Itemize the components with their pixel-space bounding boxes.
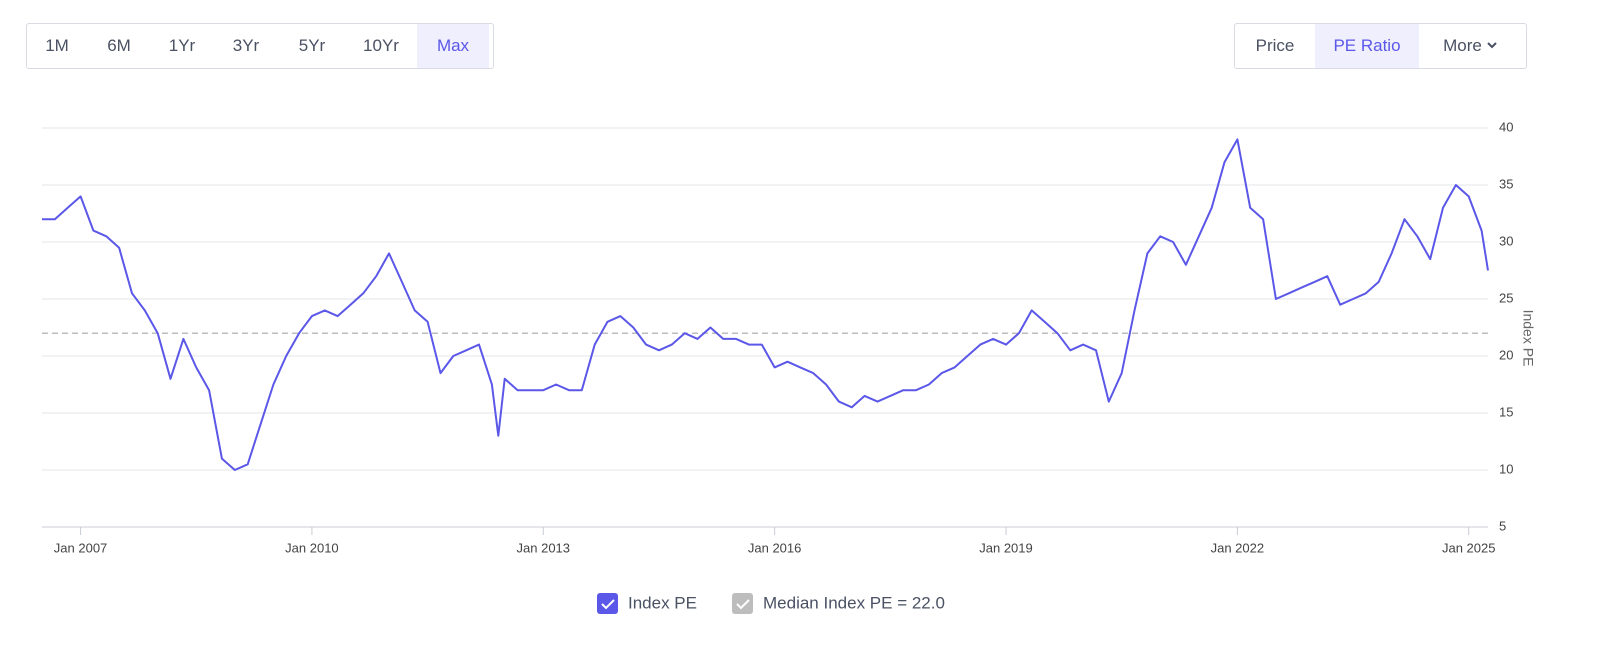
- x-tick-label: Jan 2025: [1442, 540, 1496, 555]
- button[interactable]: 5Yr: [279, 24, 345, 68]
- legend-label: Median Index PE = 22.0: [763, 593, 945, 612]
- x-tick-label: Jan 2019: [979, 540, 1033, 555]
- legend-checkbox: [732, 593, 753, 614]
- button-label: More: [1443, 36, 1482, 55]
- x-tick-label: Jan 2010: [285, 540, 339, 555]
- check-mark: [736, 599, 750, 610]
- button[interactable]: Price: [1235, 24, 1315, 68]
- y-tick-label: 5: [1499, 518, 1506, 533]
- y-tick-label: 15: [1499, 404, 1513, 419]
- button-label: 1Yr: [168, 36, 196, 55]
- range-group: 1M 6M 1Yr 3Yr 5Yr 10Yr Max: [26, 23, 494, 69]
- x-tick-label: Jan 2013: [517, 540, 571, 555]
- y-tick-label: 10: [1499, 461, 1513, 476]
- button[interactable]: More: [1419, 24, 1526, 68]
- legend-label: Index PE: [628, 593, 697, 612]
- button[interactable]: PE Ratio: [1315, 24, 1419, 68]
- button-label: 10Yr: [363, 36, 399, 55]
- button[interactable]: 3Yr: [213, 24, 279, 68]
- legend-item[interactable]: Index PE: [597, 593, 697, 614]
- x-tick-label: Jan 2007: [54, 540, 108, 555]
- button[interactable]: 10Yr: [345, 24, 417, 68]
- button-label: Max: [436, 36, 470, 55]
- button[interactable]: 6M: [87, 24, 151, 68]
- y-tick-label: 40: [1499, 119, 1513, 134]
- y-tick-label: 25: [1499, 290, 1513, 305]
- button[interactable]: 1Yr: [151, 24, 213, 68]
- y-tick-label: 20: [1499, 347, 1513, 362]
- button-label: 1M: [45, 36, 69, 55]
- line-series: [42, 138, 1489, 471]
- button-label: 6M: [107, 36, 131, 55]
- button-label: Price: [1255, 36, 1295, 55]
- legend-item[interactable]: Median Index PE = 22.0: [732, 593, 945, 614]
- button-label: 5Yr: [298, 36, 326, 55]
- x-tick-label: Jan 2022: [1211, 540, 1265, 555]
- button[interactable]: Max: [417, 24, 489, 68]
- button-label: PE Ratio: [1333, 36, 1401, 55]
- chevron: [1487, 42, 1497, 49]
- check-mark: [601, 599, 615, 610]
- legend-checkbox: [597, 593, 618, 614]
- x-tick-label: Jan 2016: [748, 540, 802, 555]
- y-tick-label: 35: [1499, 176, 1513, 191]
- y-axis-title: Index PE: [1520, 310, 1536, 367]
- button-label: 3Yr: [232, 36, 260, 55]
- y-tick-label: 30: [1499, 233, 1513, 248]
- view-group: Price PE Ratio More: [1234, 23, 1527, 69]
- button[interactable]: 1M: [27, 24, 87, 68]
